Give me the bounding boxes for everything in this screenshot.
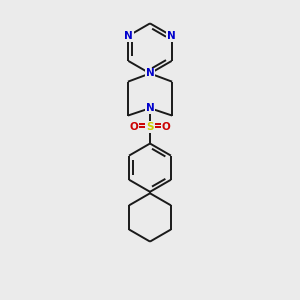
Text: N: N [167,31,176,41]
Text: N: N [146,68,154,78]
Text: O: O [162,122,171,132]
Text: N: N [124,31,133,41]
Text: N: N [146,103,154,113]
Text: S: S [146,122,154,132]
Text: O: O [129,122,138,132]
